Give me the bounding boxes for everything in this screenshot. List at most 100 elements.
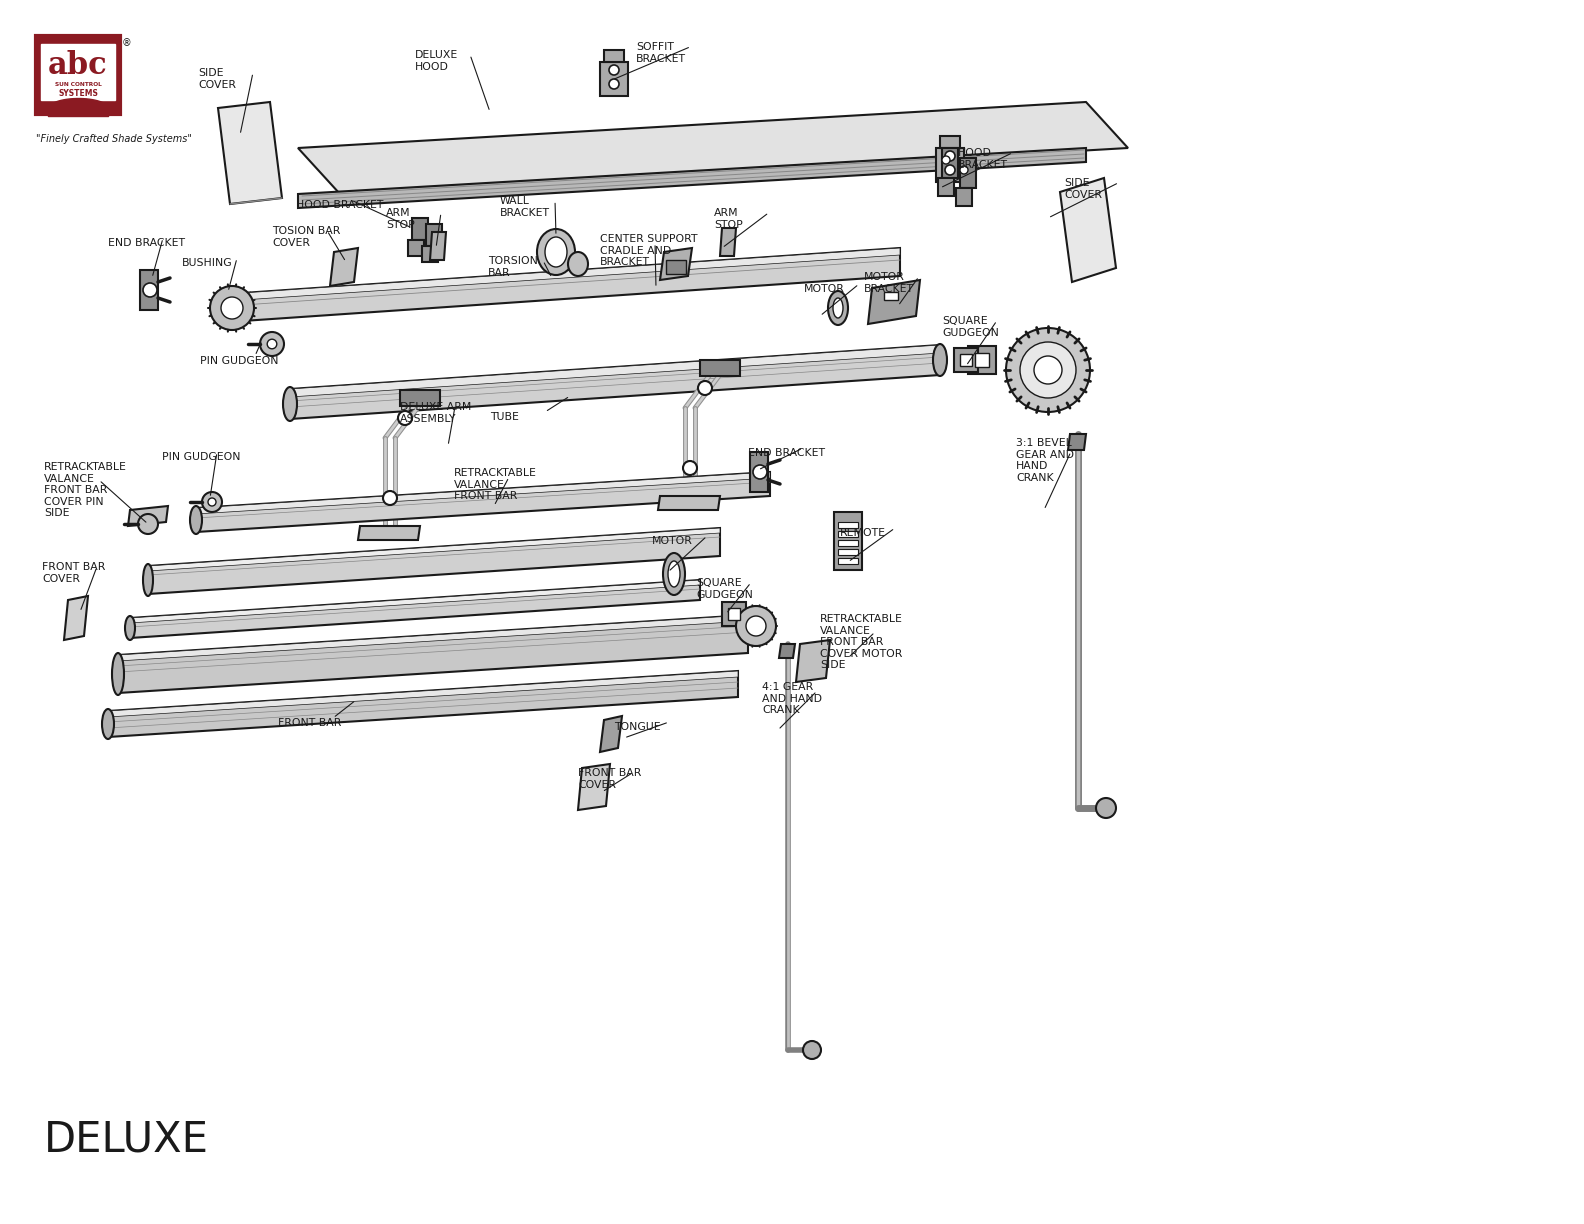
Polygon shape [196, 472, 770, 532]
Text: SOFFIT
BRACKET: SOFFIT BRACKET [637, 42, 686, 64]
Text: HOOD BRACKET: HOOD BRACKET [296, 200, 383, 211]
Circle shape [208, 498, 215, 506]
Circle shape [383, 491, 398, 506]
Text: SQUARE
GUDGEON: SQUARE GUDGEON [695, 578, 752, 600]
Circle shape [699, 381, 711, 395]
Polygon shape [968, 346, 996, 375]
Circle shape [960, 166, 968, 174]
Ellipse shape [125, 616, 135, 640]
Circle shape [211, 286, 253, 330]
Polygon shape [329, 248, 358, 286]
Text: ARM
STOP: ARM STOP [386, 208, 415, 230]
Text: RETRACKTABLE
VALANCE
FRONT BAR
COVER MOTOR
SIDE: RETRACKTABLE VALANCE FRONT BAR COVER MOT… [821, 614, 903, 671]
Polygon shape [578, 764, 610, 810]
Polygon shape [130, 580, 700, 623]
Bar [36, 35, 120, 114]
Text: TONGUE: TONGUE [615, 722, 661, 732]
Polygon shape [429, 233, 447, 259]
Polygon shape [661, 248, 692, 280]
Circle shape [143, 283, 157, 297]
Polygon shape [196, 472, 770, 514]
Polygon shape [939, 136, 960, 148]
Polygon shape [960, 158, 976, 188]
Circle shape [260, 332, 284, 356]
Ellipse shape [190, 506, 203, 534]
Polygon shape [721, 228, 737, 256]
Circle shape [946, 151, 955, 162]
Polygon shape [779, 644, 795, 659]
Polygon shape [130, 580, 700, 638]
Circle shape [683, 461, 697, 475]
Text: RETRACKTABLE
VALANCE
FRONT BAR
COVER PIN
SIDE: RETRACKTABLE VALANCE FRONT BAR COVER PIN… [44, 461, 127, 519]
Text: TUBE: TUBE [489, 412, 520, 422]
Text: SUN CONTROL: SUN CONTROL [54, 82, 101, 87]
Circle shape [222, 297, 242, 319]
Polygon shape [749, 452, 768, 492]
Bar [838, 531, 859, 537]
Circle shape [942, 155, 950, 164]
Text: END BRACKET: END BRACKET [748, 448, 825, 458]
Circle shape [803, 1040, 821, 1059]
Ellipse shape [143, 564, 154, 596]
Polygon shape [358, 526, 420, 540]
Circle shape [752, 465, 767, 479]
Bar [835, 512, 862, 570]
Text: SIDE
COVER: SIDE COVER [1064, 177, 1102, 200]
Ellipse shape [833, 297, 843, 318]
Polygon shape [1068, 435, 1087, 450]
Polygon shape [421, 246, 439, 262]
Polygon shape [117, 614, 748, 693]
Polygon shape [409, 240, 425, 256]
Text: MOTOR: MOTOR [805, 284, 844, 294]
Polygon shape [63, 596, 89, 640]
Polygon shape [298, 148, 1087, 208]
Polygon shape [147, 528, 721, 572]
Text: TOSION BAR
COVER: TOSION BAR COVER [272, 226, 341, 247]
Bar [884, 293, 898, 300]
Polygon shape [426, 224, 442, 246]
Ellipse shape [569, 252, 588, 275]
Polygon shape [1060, 177, 1117, 282]
Polygon shape [401, 390, 440, 406]
Polygon shape [108, 671, 738, 717]
Text: RETRACKTABLE
VALANCE
FRONT BAR: RETRACKTABLE VALANCE FRONT BAR [455, 468, 537, 501]
Polygon shape [868, 280, 920, 324]
Circle shape [608, 80, 619, 89]
Bar [838, 521, 859, 528]
Text: MOTOR
BRACKET: MOTOR BRACKET [863, 272, 914, 294]
Text: DELUXE: DELUXE [44, 1119, 209, 1162]
Polygon shape [600, 716, 623, 752]
Circle shape [398, 411, 412, 425]
Polygon shape [700, 360, 740, 376]
Polygon shape [936, 148, 965, 182]
Polygon shape [797, 640, 830, 682]
Polygon shape [228, 248, 900, 301]
Text: FRONT BAR: FRONT BAR [279, 718, 342, 728]
Text: PIN GUDGEON: PIN GUDGEON [162, 452, 241, 461]
Polygon shape [139, 271, 158, 310]
Polygon shape [960, 354, 973, 366]
Polygon shape [290, 345, 939, 397]
Bar [665, 259, 686, 274]
Bar [41, 44, 116, 100]
Text: ®: ® [122, 38, 131, 48]
Circle shape [138, 514, 158, 534]
Text: DELUXE ARM
ASSEMBLY: DELUXE ARM ASSEMBLY [401, 401, 472, 424]
Polygon shape [657, 496, 721, 510]
Text: "Finely Crafted Shade Systems": "Finely Crafted Shade Systems" [36, 133, 192, 144]
Ellipse shape [112, 652, 124, 695]
Circle shape [608, 65, 619, 75]
Text: 4:1 GEAR
AND HAND
CRANK: 4:1 GEAR AND HAND CRANK [762, 682, 822, 715]
Polygon shape [604, 50, 624, 62]
Polygon shape [976, 353, 988, 367]
Text: FRONT BAR
COVER: FRONT BAR COVER [43, 562, 106, 584]
Polygon shape [938, 177, 954, 196]
Ellipse shape [668, 561, 680, 588]
Circle shape [1034, 356, 1061, 384]
Ellipse shape [933, 344, 947, 376]
Polygon shape [290, 345, 939, 419]
Ellipse shape [222, 293, 234, 324]
Text: 3:1 BEVEL
GEAR AND
HAND
CRANK: 3:1 BEVEL GEAR AND HAND CRANK [1015, 438, 1074, 482]
Text: END BRACKET: END BRACKET [108, 237, 185, 248]
Polygon shape [108, 671, 738, 737]
